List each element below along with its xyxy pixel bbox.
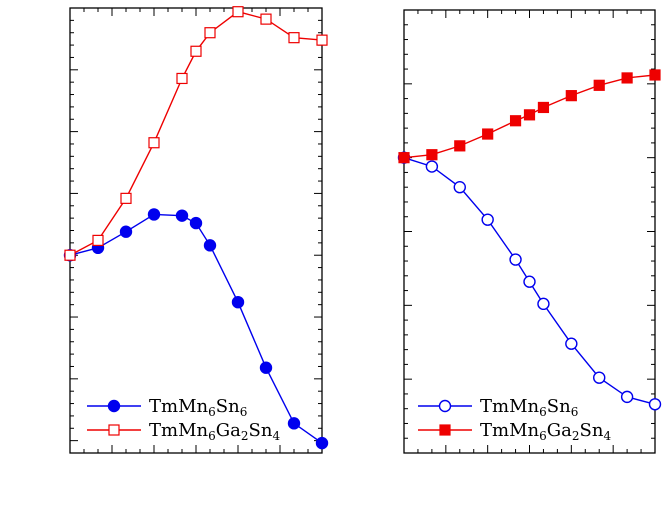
data-point (481, 213, 494, 226)
data-point (620, 390, 634, 404)
data-point (176, 72, 188, 85)
data-point (287, 417, 301, 430)
legend-label: TmMn6Ga2Sn4 (149, 420, 280, 443)
data-point (426, 149, 438, 161)
data-point (593, 371, 606, 384)
data-point (454, 140, 466, 152)
legend-text-part: TmMn (480, 396, 540, 417)
data-point (175, 209, 189, 222)
legend-subscript: 6 (539, 429, 547, 443)
data-point (537, 297, 550, 311)
plot-frame (403, 9, 656, 454)
legend-marker (107, 399, 121, 413)
data-point (119, 225, 133, 238)
data-point (509, 253, 522, 266)
legend-text-part: Ga (216, 420, 241, 441)
data-point (204, 27, 216, 39)
data-point (523, 109, 536, 121)
data-point (259, 361, 273, 374)
data-point (398, 152, 410, 164)
legend-label: TmMn6Ga2Sn4 (480, 420, 611, 443)
data-point (648, 398, 662, 411)
legend-text-part: Sn (216, 396, 240, 417)
data-point (288, 32, 300, 44)
legend-subscript: 6 (208, 429, 216, 443)
data-point (189, 216, 203, 230)
legend-subscript: 4 (272, 429, 280, 443)
plot-frame (69, 7, 323, 454)
legend-subscript: 6 (240, 405, 248, 419)
data-point (453, 180, 466, 194)
legend-marker (438, 399, 452, 413)
data-point (120, 192, 132, 204)
data-point (482, 128, 494, 140)
data-point (147, 208, 161, 221)
legend-subscript: 2 (572, 429, 580, 443)
data-point (621, 72, 633, 84)
legend-text-part: Sn (547, 396, 571, 417)
data-point (523, 275, 536, 288)
data-point (316, 34, 328, 46)
data-point (231, 295, 245, 309)
data-point (509, 115, 522, 127)
data-point (92, 234, 104, 246)
legend-marker (108, 424, 120, 436)
legend-text-part: TmMn (480, 420, 540, 441)
data-point (190, 45, 202, 57)
legend-text-part: TmMn (149, 396, 209, 417)
data-point (537, 101, 550, 114)
data-point (565, 337, 578, 350)
legend-marker (439, 424, 451, 436)
data-point (593, 79, 605, 91)
data-point (649, 69, 661, 81)
legend-text-part: Sn (580, 420, 604, 441)
data-point (203, 239, 217, 252)
legend-text-part: TmMn (149, 420, 209, 441)
data-point (425, 160, 439, 173)
data-point (64, 249, 76, 261)
data-point (260, 13, 272, 25)
legend-subscript: 4 (603, 429, 611, 443)
legend-subscript: 6 (539, 405, 547, 419)
data-point (232, 6, 244, 18)
legend-label: TmMn6Sn6 (480, 396, 578, 419)
legend-label: TmMn6Sn6 (149, 396, 247, 419)
data-point (565, 90, 577, 102)
legend-subscript: 2 (241, 429, 249, 443)
legend-subscript: 6 (208, 405, 216, 419)
legend-text-part: Sn (249, 420, 273, 441)
legend-subscript: 6 (571, 405, 579, 419)
data-point (148, 137, 160, 149)
legend-text-part: Ga (547, 420, 572, 441)
data-point (315, 436, 329, 450)
